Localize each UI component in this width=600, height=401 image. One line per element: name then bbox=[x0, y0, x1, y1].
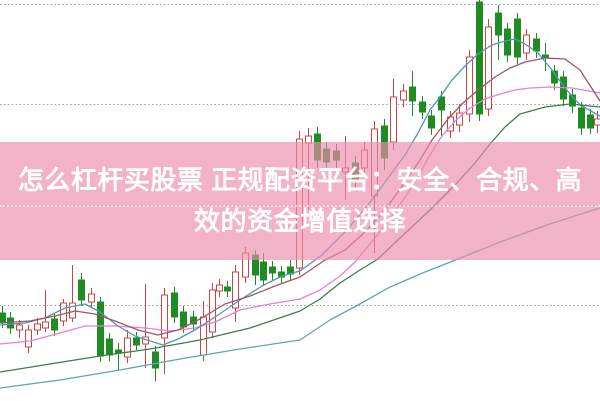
candle-body bbox=[171, 292, 178, 318]
candle-body bbox=[78, 279, 85, 301]
candle-down bbox=[409, 71, 416, 116]
candle-body bbox=[124, 337, 131, 358]
candle-body bbox=[60, 302, 67, 322]
candle-body bbox=[161, 294, 168, 339]
candle-body bbox=[16, 324, 23, 331]
candle-down bbox=[278, 266, 285, 283]
candle-body bbox=[523, 34, 530, 54]
candle-body bbox=[34, 323, 41, 331]
candle-up bbox=[34, 318, 41, 335]
candle-down bbox=[115, 343, 122, 371]
candle-body bbox=[152, 351, 159, 369]
candle-body bbox=[133, 337, 140, 346]
candle-up bbox=[124, 330, 131, 363]
candle-up bbox=[88, 288, 95, 308]
candle-down bbox=[587, 109, 594, 134]
candle-body bbox=[476, 1, 483, 115]
candle-body bbox=[260, 261, 267, 281]
candle-down bbox=[476, 0, 483, 121]
candle-up bbox=[390, 79, 397, 150]
headline-banner: 怎么杠杆买股票 正规配资平台：安全、合规、高 效的资金增值选择 bbox=[0, 142, 600, 260]
candle-body bbox=[587, 114, 594, 129]
gridline-over-banner bbox=[0, 205, 600, 207]
candle-body bbox=[180, 311, 187, 328]
candle-body bbox=[25, 329, 32, 348]
candle-down bbox=[533, 33, 540, 58]
candle-body bbox=[216, 284, 223, 292]
candle-down bbox=[504, 23, 511, 62]
candle-down bbox=[78, 273, 85, 306]
candle-body bbox=[278, 271, 285, 278]
candle-down bbox=[542, 43, 549, 71]
candle-body bbox=[106, 338, 113, 356]
candle-down bbox=[171, 287, 178, 323]
candle-body bbox=[97, 301, 104, 357]
candle-down bbox=[269, 261, 276, 280]
candle-body bbox=[51, 318, 58, 331]
candle-down bbox=[97, 297, 104, 362]
candle-body bbox=[504, 28, 511, 56]
candle-body bbox=[409, 86, 416, 102]
candle-body bbox=[438, 96, 445, 111]
candle-body bbox=[269, 266, 276, 274]
candle-up bbox=[216, 279, 223, 297]
candle-body bbox=[533, 38, 540, 52]
candle-body bbox=[485, 26, 492, 110]
candle-down bbox=[569, 89, 576, 113]
candle-down bbox=[106, 333, 113, 361]
candle-body bbox=[232, 271, 239, 309]
candle-body bbox=[390, 96, 397, 143]
candle-down bbox=[419, 96, 426, 119]
candle-body bbox=[466, 56, 473, 115]
candle-down bbox=[551, 65, 558, 90]
candle-body bbox=[594, 118, 600, 126]
candle-down bbox=[133, 332, 140, 350]
candle-body bbox=[88, 293, 95, 303]
candle-down bbox=[578, 102, 585, 135]
candle-down bbox=[428, 110, 435, 135]
candle-up bbox=[466, 50, 473, 122]
candle-up bbox=[400, 84, 407, 107]
candle-body bbox=[224, 286, 231, 292]
headline-line-1: 怎么杠杆买股票 正规配资平台：安全、合规、高 bbox=[17, 165, 583, 195]
candle-down bbox=[51, 313, 58, 336]
candle-up bbox=[200, 301, 207, 361]
candle-body bbox=[419, 101, 426, 113]
candle-up bbox=[42, 290, 49, 332]
ma-pink bbox=[0, 86, 600, 345]
candle-body bbox=[495, 12, 502, 36]
candle-down bbox=[514, 13, 521, 64]
candle-body bbox=[428, 115, 435, 129]
candle-up bbox=[25, 325, 32, 353]
candle-body bbox=[0, 312, 6, 324]
candle-down bbox=[224, 281, 231, 297]
candle-down bbox=[287, 260, 294, 281]
candle-up bbox=[60, 299, 67, 326]
candle-up bbox=[485, 19, 492, 116]
candle-down bbox=[495, 5, 502, 60]
candle-body bbox=[578, 107, 585, 129]
candle-up bbox=[69, 265, 76, 322]
headline-line-2: 效的资金增值选择 bbox=[193, 206, 406, 236]
candle-body bbox=[514, 18, 521, 58]
candle-up bbox=[161, 288, 168, 374]
candle-body bbox=[400, 90, 407, 101]
candle-body bbox=[42, 321, 49, 329]
candle-up bbox=[142, 284, 149, 368]
